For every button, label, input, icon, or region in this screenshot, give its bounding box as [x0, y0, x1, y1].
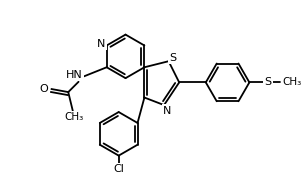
Text: S: S: [170, 53, 177, 63]
Text: Cl: Cl: [113, 164, 124, 174]
Text: N: N: [97, 39, 105, 49]
Text: CH₃: CH₃: [283, 77, 302, 87]
Text: CH₃: CH₃: [65, 112, 84, 122]
Text: O: O: [40, 84, 49, 94]
Text: HN: HN: [66, 70, 83, 80]
Text: N: N: [163, 105, 171, 115]
Text: S: S: [264, 77, 272, 87]
